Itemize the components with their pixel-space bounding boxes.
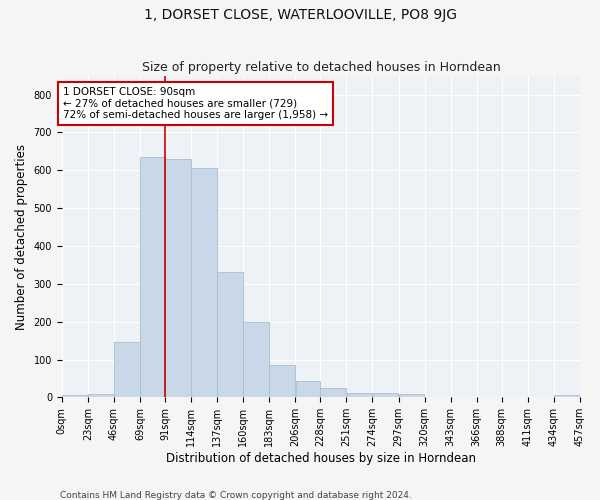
Bar <box>217 272 243 398</box>
Bar <box>62 396 88 398</box>
Bar <box>191 168 217 398</box>
Bar <box>554 396 580 398</box>
Bar <box>88 394 114 398</box>
Bar <box>296 382 320 398</box>
Bar <box>140 157 165 398</box>
Title: Size of property relative to detached houses in Horndean: Size of property relative to detached ho… <box>142 62 500 74</box>
Text: 1, DORSET CLOSE, WATERLOOVILLE, PO8 9JG: 1, DORSET CLOSE, WATERLOOVILLE, PO8 9JG <box>143 8 457 22</box>
Bar <box>399 394 424 398</box>
Bar <box>114 342 140 398</box>
Bar <box>244 322 269 398</box>
Bar <box>347 393 373 398</box>
Text: Contains HM Land Registry data © Crown copyright and database right 2024.: Contains HM Land Registry data © Crown c… <box>60 490 412 500</box>
Bar <box>269 365 295 398</box>
X-axis label: Distribution of detached houses by size in Horndean: Distribution of detached houses by size … <box>166 452 476 465</box>
Text: 1 DORSET CLOSE: 90sqm
← 27% of detached houses are smaller (729)
72% of semi-det: 1 DORSET CLOSE: 90sqm ← 27% of detached … <box>63 87 328 120</box>
Bar <box>165 159 191 398</box>
Bar <box>320 388 346 398</box>
Bar <box>373 393 398 398</box>
Y-axis label: Number of detached properties: Number of detached properties <box>15 144 28 330</box>
